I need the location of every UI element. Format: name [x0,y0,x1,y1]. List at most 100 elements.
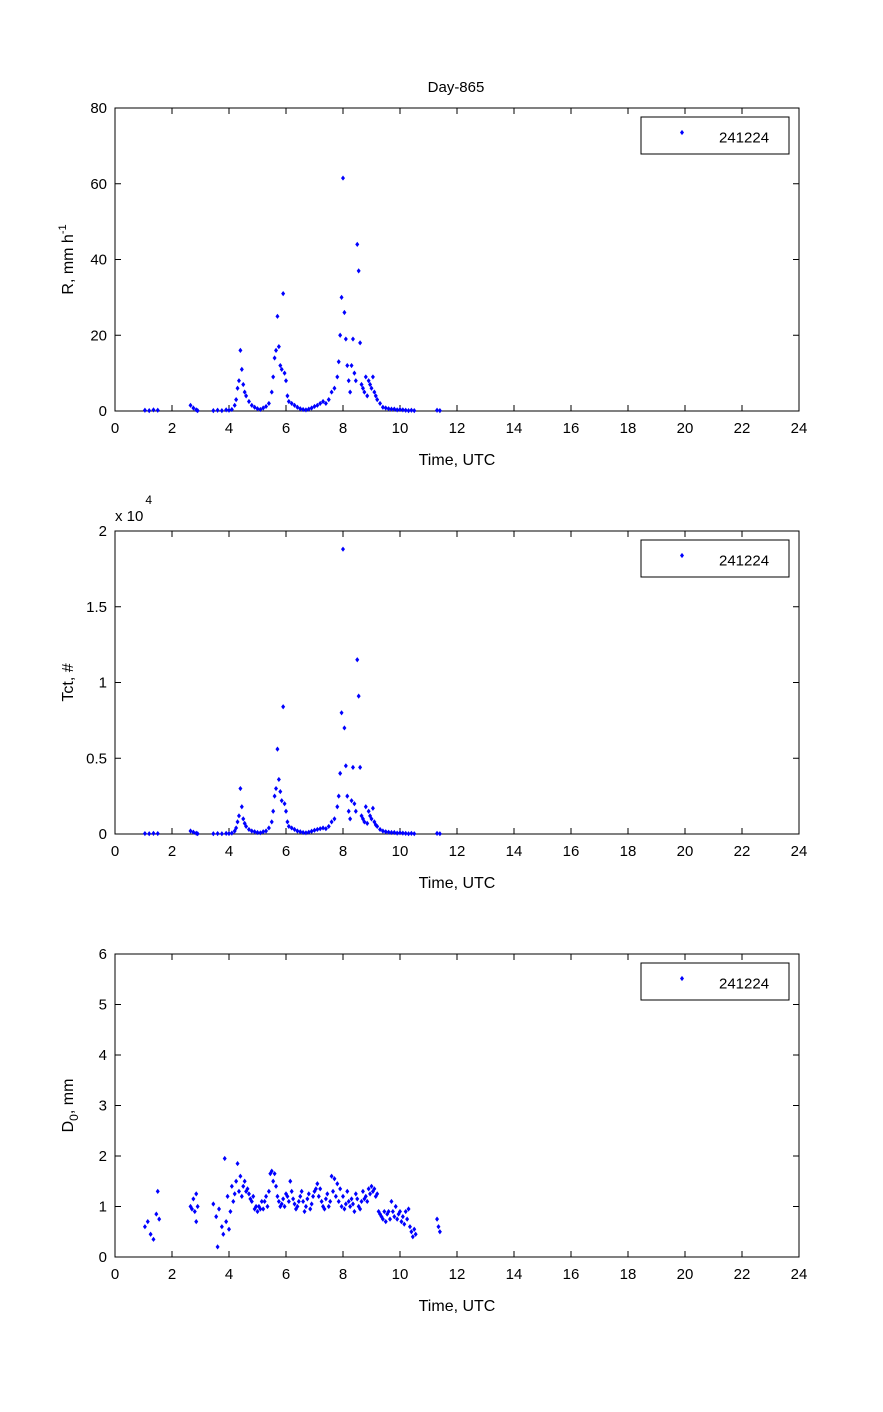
data-point [405,1216,410,1222]
data-point [231,1198,236,1205]
data-point [402,1221,407,1227]
data-point [311,1193,316,1199]
data-point [346,808,351,814]
data-point [318,1186,323,1192]
x-tick-label: 4 [225,1266,233,1283]
data-point [303,830,308,836]
data-point [191,1196,196,1202]
data-point [249,828,254,834]
data-point [239,804,244,810]
data-point [254,1203,259,1210]
data-point [359,381,364,388]
data-point [352,801,357,807]
data-point [148,1231,153,1237]
data-point [145,1219,150,1225]
data-point [275,1193,280,1199]
data-point [370,805,375,811]
data-point [142,407,147,413]
data-point [246,1191,251,1197]
data-point [195,1203,200,1210]
y-tick-label: 1 [99,1199,107,1216]
y-tick-label: 0 [99,826,107,843]
data-point [298,406,303,412]
data-point [286,398,291,405]
data-point [341,1193,345,1199]
data-point [155,830,160,837]
data-point [239,366,244,372]
data-point [217,1206,222,1212]
data-point [192,1208,197,1215]
data-point [258,830,263,836]
data-point [234,1178,239,1184]
data-point [279,798,284,804]
y-axis-label-subscript: 0 [67,1114,81,1121]
legend-box [640,962,790,1001]
series-points [142,175,442,414]
data-point [236,378,241,384]
x-tick-label: 18 [620,843,637,860]
data-point [157,1216,162,1222]
data-point [258,406,263,413]
x-tick-label: 20 [677,420,694,437]
x-tick-label: 24 [791,843,808,860]
data-point [278,788,283,795]
data-point [389,1198,394,1205]
data-point [403,407,408,413]
data-point [406,831,411,837]
data-point [238,347,243,353]
data-point [285,819,290,825]
data-point [362,389,367,395]
data-point [232,402,237,408]
data-point [151,1236,156,1242]
data-point [378,400,383,407]
data-point [336,793,341,799]
data-point [348,389,353,395]
data-point [291,1196,296,1202]
data-point [366,378,371,384]
data-point [389,406,394,412]
data-point [339,710,344,716]
data-point [343,336,348,342]
data-point [369,1183,374,1189]
legend-label: 241224 [719,130,769,147]
data-point [295,404,300,410]
data-point [276,1198,281,1205]
data-point [329,1173,334,1179]
data-point [335,1181,340,1187]
x-tick-label: 10 [392,420,409,437]
data-point [323,400,328,407]
data-point [309,828,314,834]
data-point [235,819,240,825]
x-tick-label: 20 [677,843,694,860]
data-point [349,362,354,369]
data-point [244,823,249,830]
x-tick-label: 10 [392,843,409,860]
legend-box [640,116,790,155]
data-point [373,822,378,828]
y-tick-label: 2 [99,1148,107,1165]
data-point [215,830,220,837]
data-point [326,823,331,830]
data-point [219,831,224,837]
data-point [235,385,240,391]
data-point [276,344,281,350]
data-point [252,404,257,410]
data-point [326,1203,331,1210]
data-point [275,313,280,319]
data-point [369,385,374,391]
data-point [331,1188,336,1194]
x-axis-label: Time, UTC [419,875,496,892]
x-tick-label: 8 [339,843,347,860]
data-point [282,1203,287,1210]
data-point [224,830,229,836]
data-point [274,785,279,792]
data-point [362,819,367,825]
data-point [345,793,350,799]
data-point [316,1193,321,1199]
data-point [406,1206,411,1212]
data-point [349,1196,354,1202]
data-point [380,1216,385,1222]
x-tick-label: 10 [392,1266,409,1283]
data-point [358,340,363,346]
